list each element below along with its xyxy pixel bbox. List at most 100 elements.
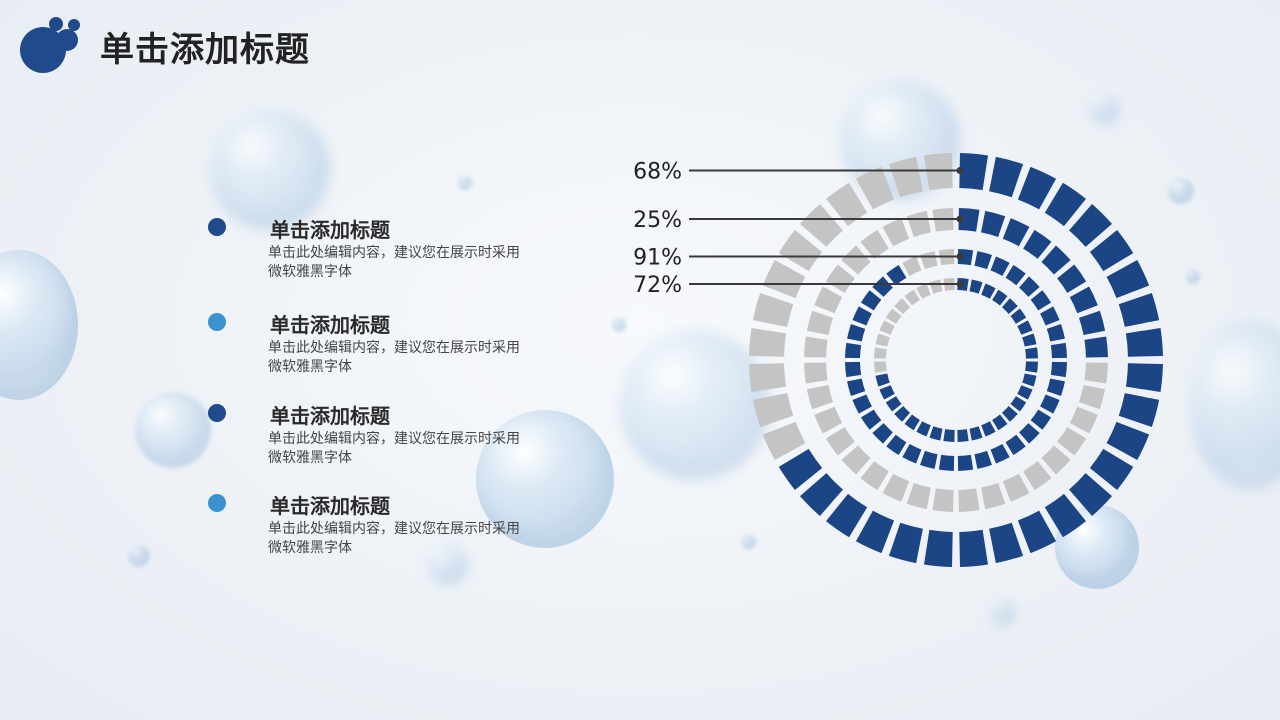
bubble	[428, 545, 468, 585]
ring-segment-filled	[778, 448, 823, 490]
ring-segment-filled	[974, 450, 992, 469]
ring-segment-filled	[992, 414, 1008, 431]
ring-segment-filled	[1057, 264, 1087, 293]
ring-segment-empty	[814, 286, 843, 314]
ring-segment-filled	[943, 429, 955, 442]
ring-segment-empty	[885, 308, 902, 324]
ring-segment-filled	[1089, 230, 1134, 272]
bubble	[128, 545, 150, 567]
ring-segment-filled	[959, 529, 989, 567]
item-title: 单击添加标题	[270, 313, 390, 337]
ring-segment-filled	[957, 249, 974, 266]
ring-segment-empty	[1078, 385, 1106, 410]
ring-segment-filled	[860, 290, 882, 311]
ring-series-2	[804, 208, 1108, 512]
item-description: 单击此处编辑内容，建议您在展示时采用微软雅黑字体	[268, 245, 520, 280]
ring-segment-filled	[1017, 510, 1057, 554]
value-label: 72%	[633, 273, 682, 298]
ring-segment-empty	[860, 229, 889, 259]
bubble	[1186, 270, 1200, 284]
ring-segment-filled	[888, 522, 923, 564]
ring-segment-empty	[804, 336, 828, 358]
ring-segment-empty	[916, 283, 931, 299]
ring-segment-filled	[1025, 361, 1038, 373]
bubble	[476, 410, 614, 548]
ring-segment-filled	[1044, 493, 1086, 538]
ring-segment-empty	[841, 245, 871, 275]
ring-segment-filled	[981, 210, 1006, 238]
ring-segment-filled	[1017, 166, 1057, 210]
ring-segment-filled	[885, 396, 902, 412]
bubble	[1090, 95, 1120, 125]
ring-segment-filled	[1078, 310, 1106, 335]
ring-segment-filled	[1040, 394, 1060, 414]
ring-segment-filled	[992, 289, 1008, 306]
ring-segment-empty	[906, 482, 931, 510]
ring-segment-filled	[826, 493, 868, 538]
ring-segment-empty	[906, 210, 931, 238]
item-description: 单击此处编辑内容，建议您在展示时采用微软雅黑字体	[268, 431, 520, 466]
ring-segment-filled	[1046, 378, 1065, 396]
ring-segment-empty	[882, 218, 910, 247]
ring-segment-empty	[879, 320, 895, 335]
ring-segment-empty	[1057, 427, 1087, 456]
ring-segment-empty	[762, 259, 806, 299]
ring-segment-filled	[1084, 336, 1108, 358]
value-label: 91%	[633, 246, 682, 271]
ring-segment-empty	[1002, 473, 1030, 502]
ring-segment-empty	[1041, 445, 1071, 475]
ring-series-4	[874, 278, 1038, 442]
ring-segment-empty	[958, 488, 980, 512]
ring-segment-empty	[804, 362, 828, 384]
value-label: 68%	[633, 160, 682, 185]
ring-segment-filled	[1005, 434, 1026, 456]
ring-segment-filled	[1050, 342, 1067, 359]
ring-segment-filled	[920, 450, 938, 469]
bubble	[1168, 178, 1194, 204]
ring-segment-empty	[981, 482, 1006, 510]
ring-segment-filled	[957, 429, 969, 442]
ring-segment-empty	[749, 327, 787, 357]
ring-segment-filled	[1010, 308, 1027, 324]
ring-segment-empty	[752, 393, 794, 428]
ring-segment-filled	[1041, 245, 1071, 275]
ring-segment-filled	[1017, 320, 1033, 335]
ring-segment-filled	[990, 256, 1010, 276]
item-title: 单击添加标题	[270, 494, 390, 518]
ring-segment-filled	[1022, 373, 1037, 387]
leader-dot	[956, 253, 964, 260]
value-label: 25%	[633, 208, 682, 233]
ring-segment-filled	[1069, 204, 1112, 247]
bubble	[1190, 320, 1280, 490]
ring-segment-filled	[845, 342, 862, 359]
ring-segment-filled	[1069, 473, 1112, 516]
ring-segment-empty	[874, 347, 887, 359]
ring-segment-filled	[1019, 423, 1040, 444]
bubble	[742, 535, 756, 549]
ring-segment-filled	[852, 394, 872, 414]
bubble	[620, 330, 770, 480]
ring-segment-filled	[855, 510, 895, 554]
ring-segment-filled	[852, 306, 872, 326]
ring-segment-filled	[879, 385, 895, 400]
ring-segment-filled	[1050, 361, 1067, 378]
ring-segment-empty	[806, 385, 834, 410]
ring-segment-filled	[894, 406, 910, 422]
ring-segment-empty	[888, 156, 923, 198]
ring-segment-filled	[916, 421, 931, 437]
bullet-dot	[208, 313, 226, 331]
ring-segment-filled	[1106, 259, 1150, 299]
ring-segment-empty	[874, 361, 887, 373]
ring-segment-empty	[762, 421, 806, 461]
ring-segment-filled	[1025, 347, 1038, 359]
ring-segment-filled	[969, 426, 983, 441]
ring-segment-filled	[1089, 448, 1134, 490]
ring-series-3	[845, 249, 1067, 471]
ring-segment-empty	[882, 473, 910, 502]
ring-segment-filled	[847, 378, 866, 396]
ring-segment-empty	[826, 182, 868, 227]
ring-segment-empty	[855, 166, 895, 210]
ring-segment-filled	[845, 361, 862, 378]
ring-segment-empty	[1069, 406, 1098, 434]
ring-segment-filled	[1023, 229, 1052, 259]
